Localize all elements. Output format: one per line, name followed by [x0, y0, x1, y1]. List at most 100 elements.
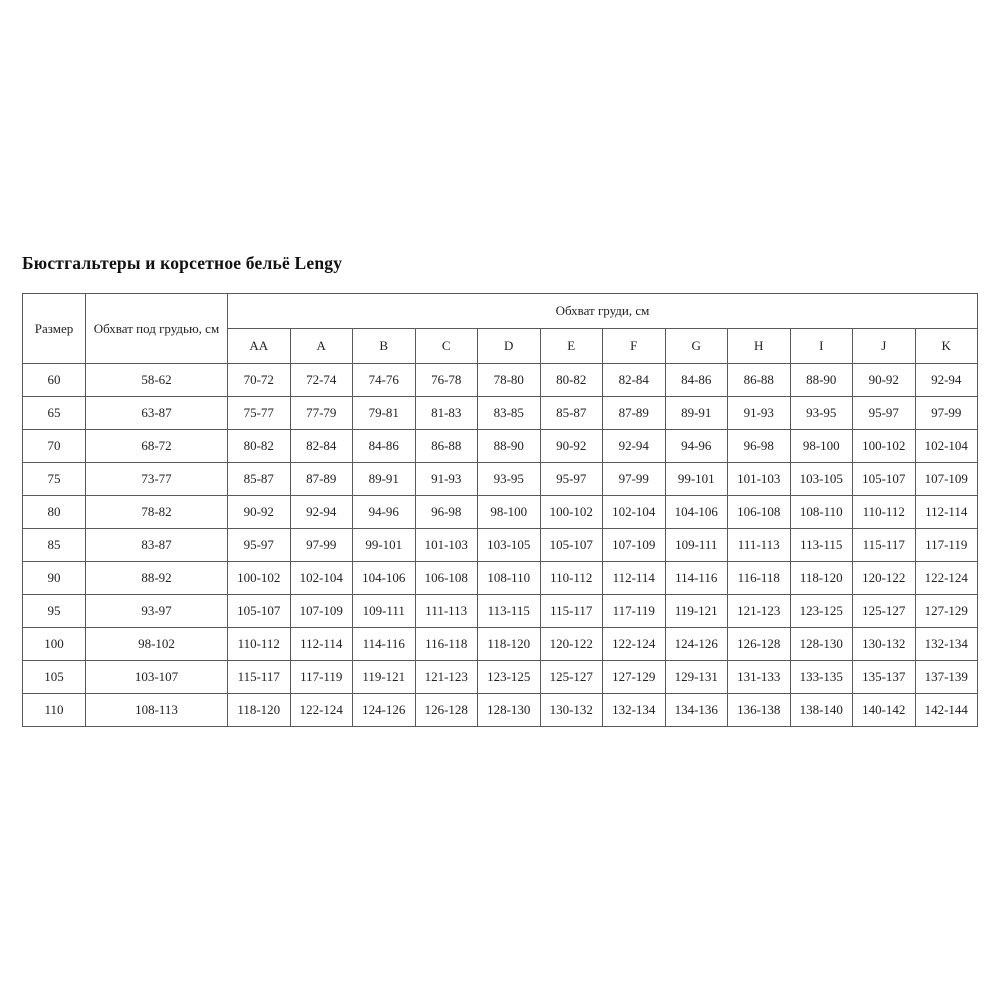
underbust-cell: 98-102	[85, 627, 228, 661]
bust-range-cell: 93-95	[789, 396, 853, 430]
bust-range-cell: 111-113	[414, 594, 478, 628]
bust-range-cell: 117-119	[914, 528, 978, 562]
bust-range-cell: 90-92	[539, 429, 603, 463]
bust-range-cell: 112-114	[602, 561, 666, 595]
table-header: Размер Обхват под грудью, см Обхват груд…	[22, 293, 978, 364]
bust-range-cell: 104-106	[664, 495, 728, 529]
bust-range-cell: 100-102	[539, 495, 603, 529]
underbust-cell: 103-107	[85, 660, 228, 694]
bust-range-cell: 110-112	[852, 495, 916, 529]
bust-range-cell: 107-109	[289, 594, 353, 628]
bust-range-cell: 123-125	[789, 594, 853, 628]
bust-group-header: Обхват груди, см	[227, 293, 978, 329]
bust-range-cell: 105-107	[852, 462, 916, 496]
bust-range-cell: 103-105	[789, 462, 853, 496]
bust-range-cell: 79-81	[352, 396, 416, 430]
bust-range-cell: 128-130	[477, 693, 541, 727]
bust-range-cell: 133-135	[789, 660, 853, 694]
bust-range-cell: 91-93	[414, 462, 478, 496]
bust-range-cell: 94-96	[664, 429, 728, 463]
bust-range-cell: 112-114	[289, 627, 353, 661]
bust-range-cell: 100-102	[852, 429, 916, 463]
bust-range-cell: 129-131	[664, 660, 728, 694]
bust-range-cell: 132-134	[602, 693, 666, 727]
size-cell: 95	[22, 594, 86, 628]
bust-range-cell: 118-120	[789, 561, 853, 595]
bust-range-cell: 104-106	[352, 561, 416, 595]
underbust-cell: 58-62	[85, 363, 228, 397]
size-chart-table: Размер Обхват под грудью, см Обхват груд…	[22, 293, 978, 727]
bust-range-cell: 112-114	[914, 495, 978, 529]
table-row: 85 83-87 95-97 97-99 99-101 101-103 103-105 105…	[22, 528, 978, 562]
table-row: 90 88-92 100-102 102-104 104-106 106-108 108-1…	[22, 561, 978, 595]
bust-range-cell: 125-127	[539, 660, 603, 694]
cup-size-row: AA A B C D E F G H I J K	[23, 328, 978, 364]
bust-range-cell: 70-72	[227, 363, 291, 397]
bust-range-cell: 102-104	[289, 561, 353, 595]
size-cell: 85	[22, 528, 86, 562]
table-row: 95 93-97 105-107 107-109 109-111 111-113 113-1…	[22, 594, 978, 628]
bust-range-cell: 96-98	[414, 495, 478, 529]
bust-range-cell: 137-139	[914, 660, 978, 694]
bust-range-cell: 107-109	[602, 528, 666, 562]
cup-size-header-g: G	[664, 328, 728, 364]
bust-range-cell: 125-127	[852, 594, 916, 628]
bust-range-cell: 124-126	[352, 693, 416, 727]
bust-range-cell: 85-87	[539, 396, 603, 430]
bust-range-cell: 135-137	[852, 660, 916, 694]
bust-range-cell: 92-94	[914, 363, 978, 397]
bust-range-cell: 95-97	[227, 528, 291, 562]
bust-range-cell: 86-88	[414, 429, 478, 463]
bust-range-cell: 103-105	[477, 528, 541, 562]
bust-range-cell: 87-89	[602, 396, 666, 430]
bust-range-cell: 89-91	[352, 462, 416, 496]
bust-range-cell: 101-103	[727, 462, 791, 496]
size-cell: 110	[22, 693, 86, 727]
bust-range-cell: 78-80	[477, 363, 541, 397]
bust-range-cell: 86-88	[727, 363, 791, 397]
bust-range-cell: 142-144	[914, 693, 978, 727]
bust-range-cell: 117-119	[289, 660, 353, 694]
bust-range-cell: 127-129	[914, 594, 978, 628]
bust-range-cell: 72-74	[289, 363, 353, 397]
bust-range-cell: 87-89	[289, 462, 353, 496]
bust-range-cell: 115-117	[852, 528, 916, 562]
table-row: 100 98-102 110-112 112-114 114-116 116-118 118…	[22, 627, 978, 661]
bust-range-cell: 128-130	[789, 627, 853, 661]
bust-range-cell: 138-140	[789, 693, 853, 727]
bust-range-cell: 88-90	[477, 429, 541, 463]
bust-range-cell: 110-112	[539, 561, 603, 595]
bust-range-cell: 136-138	[727, 693, 791, 727]
bust-range-cell: 126-128	[727, 627, 791, 661]
bust-range-cell: 117-119	[602, 594, 666, 628]
table-row: 60 58-62 70-72 72-74 74-76 76-78 78-80 80-82 82-…	[22, 363, 978, 397]
bust-range-cell: 111-113	[727, 528, 791, 562]
bust-range-cell: 81-83	[414, 396, 478, 430]
bust-range-cell: 118-120	[227, 693, 291, 727]
underbust-cell: 83-87	[85, 528, 228, 562]
underbust-cell: 63-87	[85, 396, 228, 430]
table-row: 65 63-87 75-77 77-79 79-81 81-83 83-85 85-87 87-…	[22, 396, 978, 430]
underbust-cell: 78-82	[85, 495, 228, 529]
underbust-column-header: Обхват под грудью, см	[85, 293, 228, 364]
cup-size-header-d: D	[477, 328, 541, 364]
bust-range-cell: 75-77	[227, 396, 291, 430]
bust-range-cell: 124-126	[664, 627, 728, 661]
bust-range-cell: 101-103	[414, 528, 478, 562]
table-row: 75 73-77 85-87 87-89 89-91 91-93 93-95 95-97 97-…	[22, 462, 978, 496]
underbust-cell: 68-72	[85, 429, 228, 463]
bust-range-cell: 91-93	[727, 396, 791, 430]
bust-range-cell: 109-111	[352, 594, 416, 628]
bust-range-cell: 122-124	[914, 561, 978, 595]
bust-range-cell: 132-134	[914, 627, 978, 661]
bust-range-cell: 90-92	[227, 495, 291, 529]
cup-size-header-e: E	[539, 328, 603, 364]
bust-range-cell: 120-122	[852, 561, 916, 595]
cup-size-header-c: C	[414, 328, 478, 364]
bust-range-cell: 74-76	[352, 363, 416, 397]
bust-range-cell: 121-123	[727, 594, 791, 628]
bust-range-cell: 102-104	[602, 495, 666, 529]
bust-range-cell: 114-116	[664, 561, 728, 595]
cup-size-header-f: F	[602, 328, 666, 364]
bust-range-cell: 118-120	[477, 627, 541, 661]
